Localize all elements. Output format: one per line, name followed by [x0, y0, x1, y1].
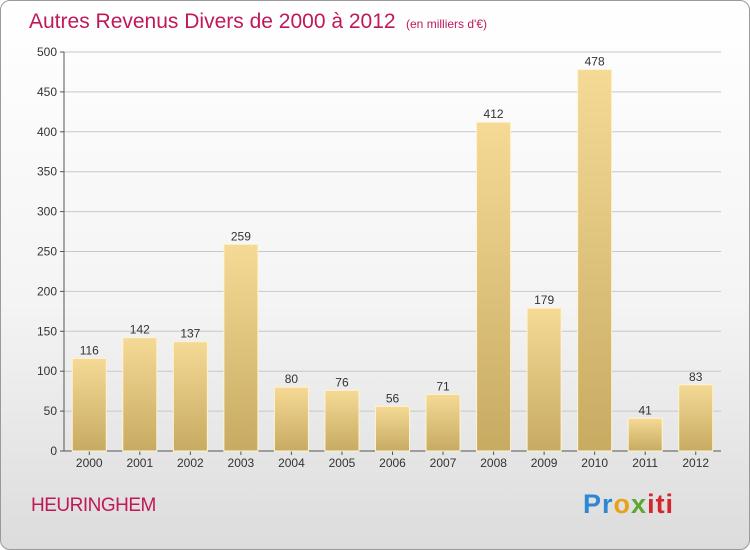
bar[interactable]	[476, 121, 512, 452]
bar[interactable]	[71, 357, 107, 452]
x-tick-label: 2011	[632, 456, 658, 470]
x-tick-label: 2006	[379, 456, 406, 470]
bar-value-label: 41	[639, 403, 653, 417]
bar-value-label: 142	[130, 323, 150, 337]
y-tick-label: 500	[37, 45, 57, 59]
bar[interactable]	[324, 389, 360, 452]
brand-logo-part: o	[613, 489, 632, 519]
y-tick-label: 250	[37, 245, 57, 259]
y-tick-label: 100	[37, 364, 57, 378]
place-name: HEURINGHEM	[31, 495, 156, 516]
y-tick-label: 300	[37, 205, 57, 219]
x-tick-label: 2007	[430, 456, 457, 470]
bar[interactable]	[172, 341, 208, 452]
bar[interactable]	[122, 337, 158, 452]
x-tick-label: 2004	[278, 456, 305, 470]
y-tick-label: 50	[44, 404, 58, 418]
x-tick-label: 2010	[581, 456, 608, 470]
y-tick-label: 400	[37, 125, 57, 139]
bar[interactable]	[273, 386, 309, 452]
bar[interactable]	[223, 243, 259, 452]
bar[interactable]	[678, 384, 714, 452]
bar-value-label: 83	[689, 370, 703, 384]
y-tick-label: 450	[37, 85, 57, 99]
x-tick-label: 2002	[177, 456, 204, 470]
grid-lines	[64, 51, 721, 412]
brand-logo-part: iti	[647, 489, 675, 519]
chart-subtitle: (en milliers d'€)	[406, 17, 487, 31]
bar-value-label: 137	[180, 327, 200, 341]
bar-value-label: 56	[386, 391, 400, 405]
bar[interactable]	[425, 393, 461, 452]
x-tick-label: 2000	[76, 456, 103, 470]
bar-value-label: 478	[585, 55, 605, 69]
y-tick-label: 0	[50, 444, 57, 458]
bar[interactable]	[627, 417, 663, 452]
bar-value-label: 412	[484, 107, 504, 121]
x-tick-label: 2003	[228, 456, 255, 470]
bar-value-label: 259	[231, 229, 251, 243]
bar-value-label: 76	[335, 375, 349, 389]
brand-logo[interactable]: Proxiti	[583, 489, 674, 520]
x-tick-label: 2012	[682, 456, 709, 470]
x-tick-label: 2009	[531, 456, 558, 470]
y-tick-label: 150	[37, 324, 57, 338]
bar-value-label: 80	[285, 372, 299, 386]
bar[interactable]	[526, 307, 562, 452]
bar-value-label: 179	[534, 293, 554, 307]
brand-logo-part: x	[631, 489, 648, 519]
bar[interactable]	[375, 405, 410, 452]
y-tick-label: 200	[37, 284, 57, 298]
title-row: Autres Revenus Divers de 2000 à 2012 (en…	[29, 10, 487, 34]
data-labels: 116 142 137 259 80 76 56 71 412 179 478 41 83	[80, 55, 703, 418]
x-tick-label: 2008	[480, 456, 507, 470]
bars	[71, 69, 714, 452]
bar[interactable]	[577, 69, 613, 452]
chart-title: Autres Revenus Divers de 2000 à 2012	[29, 10, 396, 33]
bar-value-label: 71	[436, 379, 450, 393]
axes: 0 50 100 150 200 250 300 350 400 450 500 2000 2001 20…	[37, 45, 721, 470]
brand-logo-part: Pr	[583, 489, 614, 519]
y-tick-label: 350	[37, 165, 57, 179]
bar-value-label: 116	[80, 343, 99, 357]
x-tick-label: 2001	[126, 456, 153, 470]
x-tick-label: 2005	[329, 456, 356, 470]
